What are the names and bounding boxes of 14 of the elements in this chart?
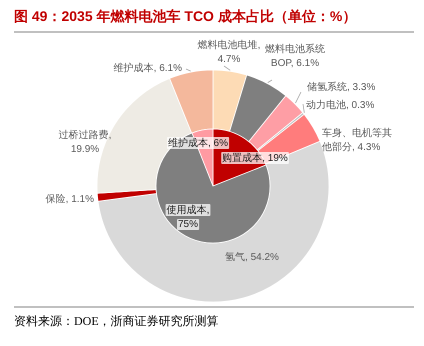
slice-label: 购置成本, 19% xyxy=(222,152,288,164)
slice-label: 动力电池, 0.3% xyxy=(306,99,374,111)
slice-label: 氢气, 54.2% xyxy=(225,251,280,263)
slice-label: 储氢系统, 3.3% xyxy=(307,81,376,93)
text: 资料来源：DOE，浙商证券研究所测算 xyxy=(14,314,219,328)
slice-label: 维护成本, 6.1% xyxy=(114,62,182,74)
slice-label: 使用成本, 75% xyxy=(166,204,210,230)
chart-title: 图 49：2035 年燃料电池车 TCO 成本占比（单位：%） xyxy=(14,8,356,24)
slice-label: 过桥过路费, 19.9% xyxy=(58,129,112,155)
slice-label: 燃料电池电堆, 4.7% xyxy=(198,39,260,65)
slice-label: 维护成本, 6% xyxy=(168,137,228,149)
slice-label: 车身、电机等其他部分, 4.3% xyxy=(322,127,392,153)
slice-label: 保险, 1.1% xyxy=(46,193,94,205)
slice-label: 燃料电池系统BOP, 6.1% xyxy=(265,43,325,69)
